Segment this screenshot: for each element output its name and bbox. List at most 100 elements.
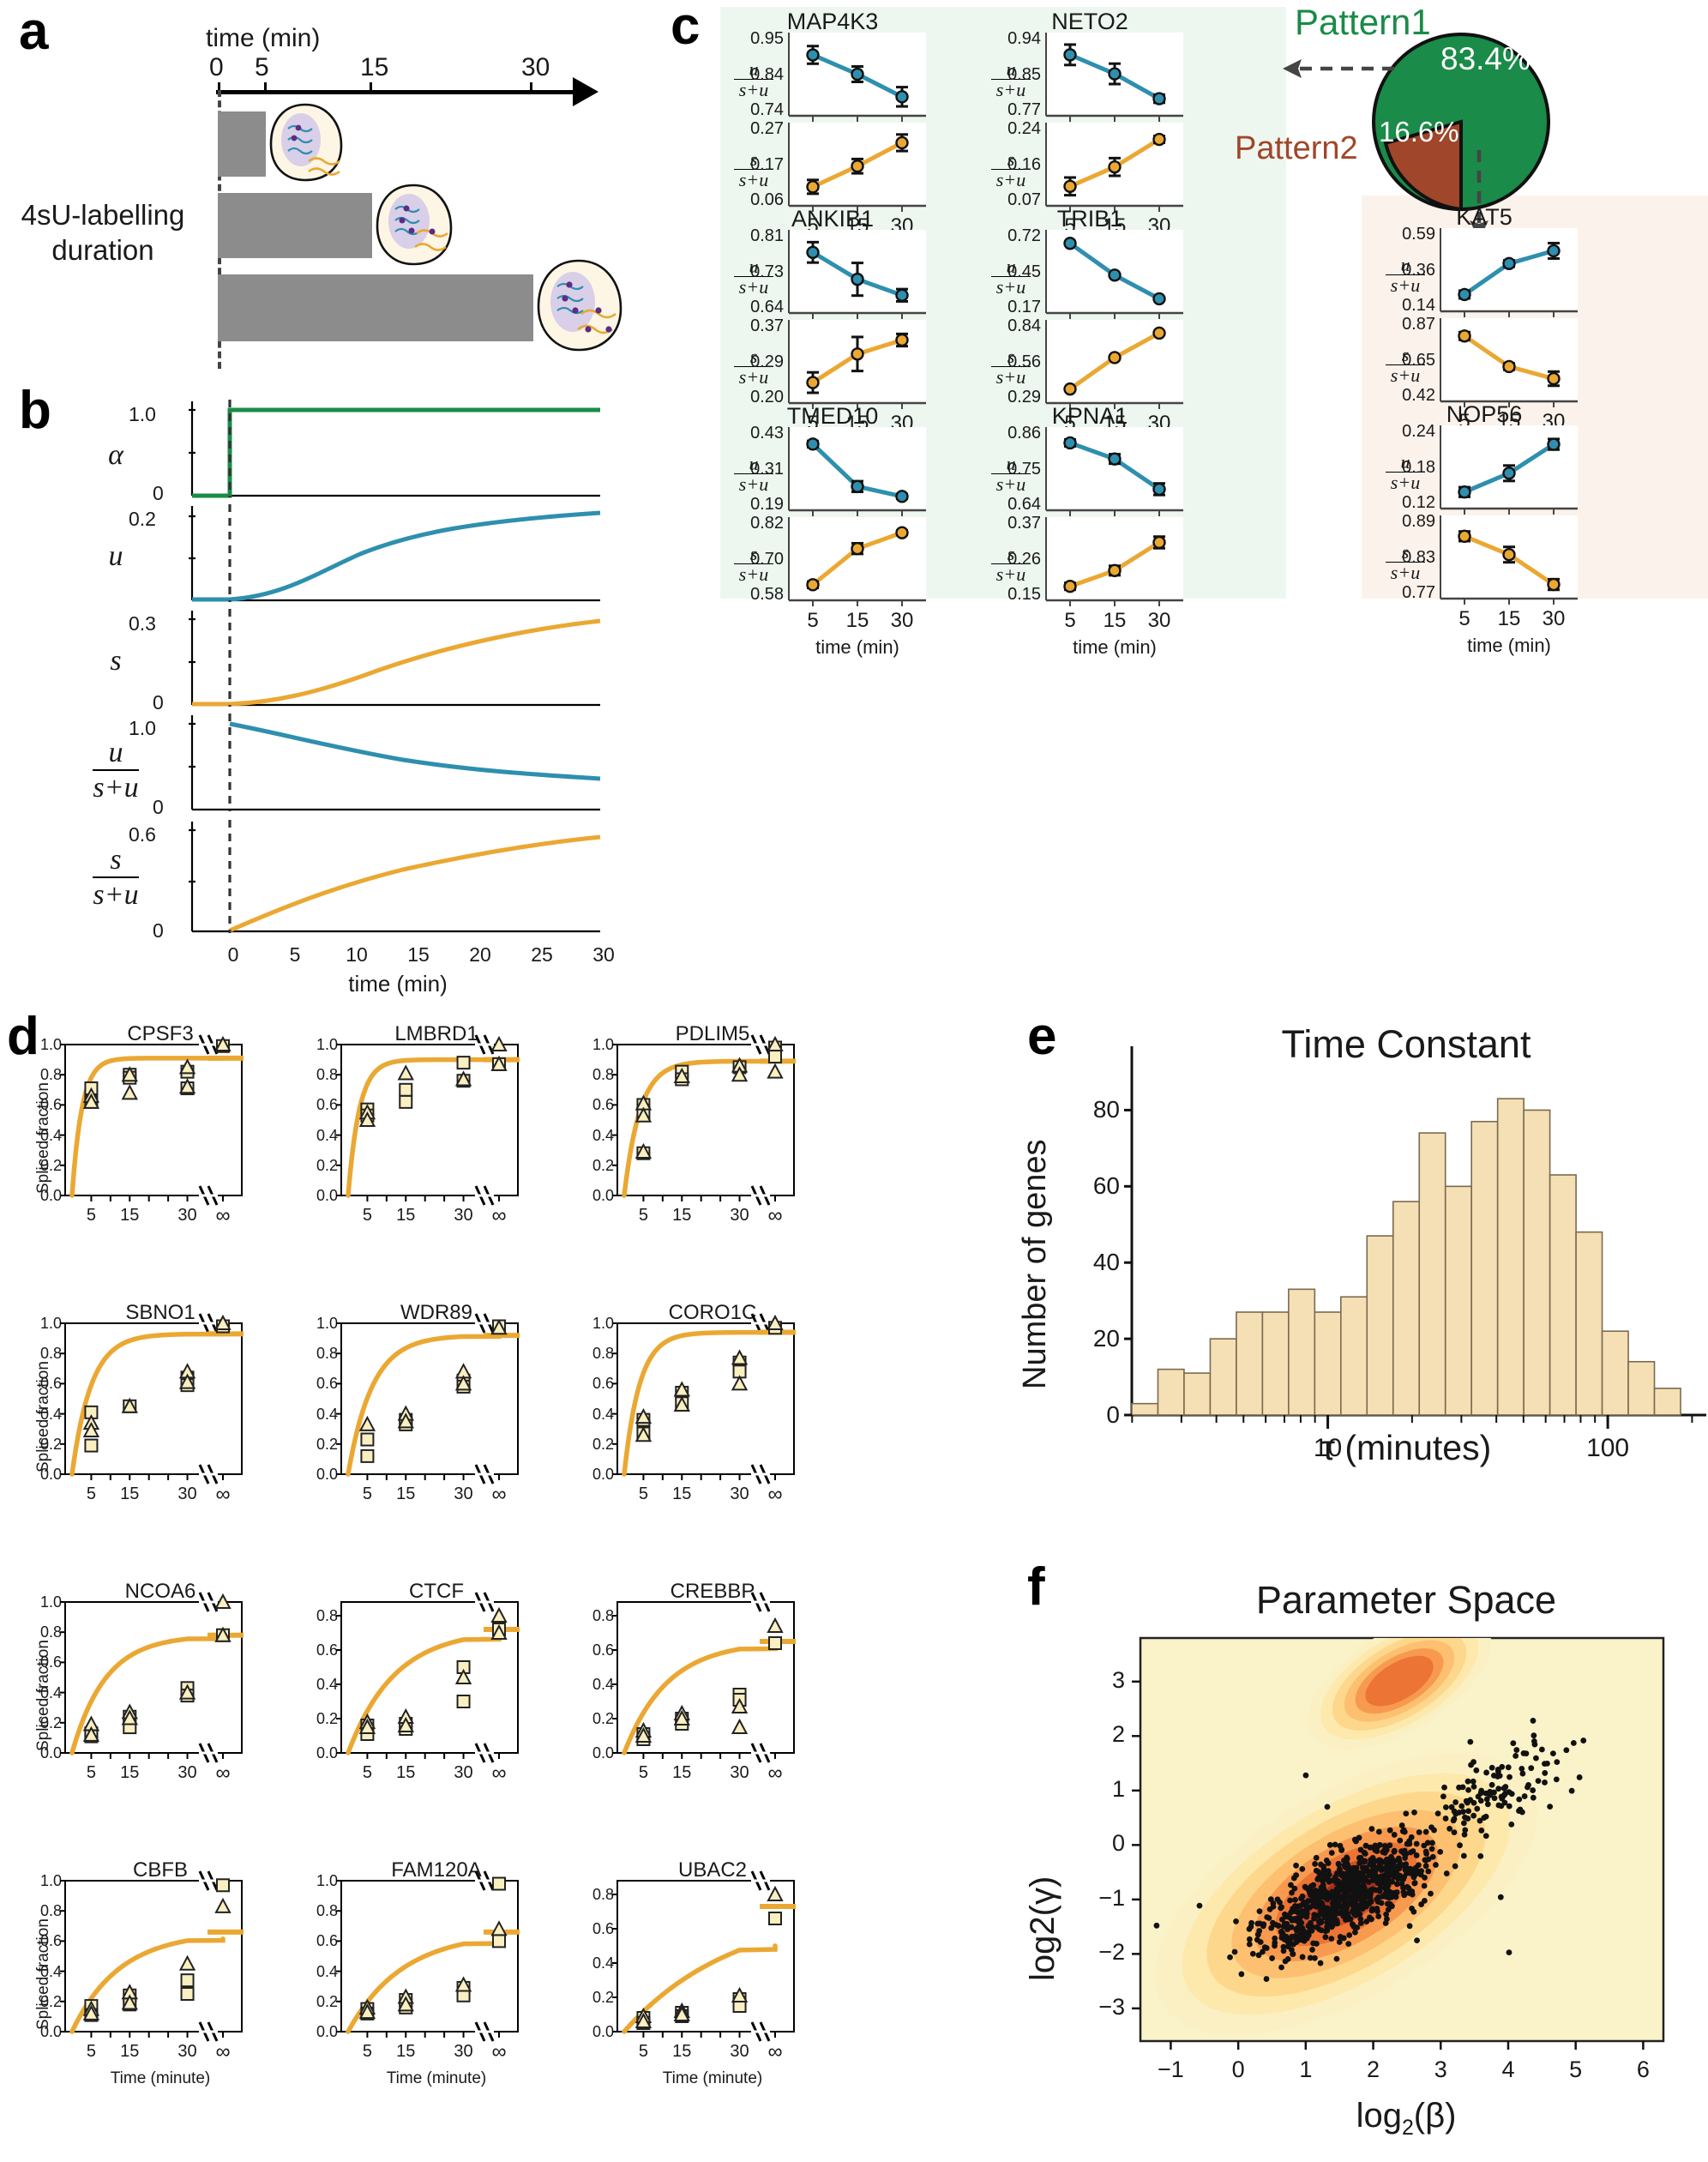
panel-e-ytick: 0 <box>1106 1401 1120 1428</box>
panel-d-xtick-infinity: ∞ <box>215 2040 231 2063</box>
panel-d-xtick: 15 <box>396 1763 416 1782</box>
panel-c-ytick: 0.37 <box>1007 514 1041 533</box>
panel-c-plot-NETO2-s <box>1045 123 1183 212</box>
panel-b-xtick-20: 20 <box>469 943 491 966</box>
panel-c-plot-TMED10-u <box>788 427 926 516</box>
panel-c-ytick: 0.64 <box>1007 495 1041 514</box>
panel-b-xtick-15: 15 <box>407 943 430 966</box>
panel-b-frac-num: s <box>110 844 122 876</box>
panel-c-ytick: 0.24 <box>1007 119 1041 138</box>
panel-c-ytick: 0.42 <box>1402 386 1435 405</box>
panel-c-ytick: 0.59 <box>1402 225 1435 244</box>
panel-c-ytick: 0.56 <box>1007 352 1041 371</box>
panel-d-ytick: 1.0 <box>39 1036 62 1053</box>
panel-a-letter: a <box>19 2 49 61</box>
panel-c-ytick: 0.12 <box>1402 493 1435 512</box>
panel-b-chart-ratio-s <box>189 820 601 933</box>
panel-c-plot-KPNA1-u <box>1045 427 1183 516</box>
panel-c-plot-ANKIB1-s <box>788 320 926 409</box>
panel-c-axis-label-u: u s+u <box>991 256 1031 297</box>
panel-b-frac-den: s+u <box>93 768 139 804</box>
panel-d-ytick: 0.4 <box>316 1676 338 1693</box>
panel-c-axis-label-s: s s+u <box>734 148 773 190</box>
panel-a-axis-arrow-icon <box>573 77 598 106</box>
panel-d-ytick: 0.6 <box>316 1375 338 1393</box>
panel-f-letter: f <box>1027 1557 1045 1617</box>
panel-d-plot-CPSF3 <box>60 1034 244 1206</box>
panel-c-ytick: 0.70 <box>750 549 784 569</box>
panel-d-plot-CBFB <box>60 1870 244 2042</box>
panel-d-ytick: 0.2 <box>592 1710 614 1727</box>
panel-d-cell-PDLIM5: PDLIM5β = 10.46γ = 0.90τ = 0.211.00.80.6… <box>592 1022 832 1280</box>
panel-d-ytick: 0.0 <box>316 2023 338 2040</box>
panel-c-plot-KAT5-u <box>1440 228 1578 317</box>
panel-c-gene-title: NETO2 <box>1051 9 1128 34</box>
panel-d-cell-UBAC2: UBAC2β = 0.80γ = 0.24τ = 2.240.80.60.40.… <box>592 1858 832 2116</box>
panel-d-ytick: 0.4 <box>316 1405 338 1423</box>
panel-d-cell-NCOA6: NCOA6β = 3.02γ = 0.90τ = 0.59Spliced fra… <box>34 1580 280 1837</box>
panel-a-tick-30: 30 <box>521 53 550 81</box>
panel-d-ytick: 0.0 <box>592 1466 614 1483</box>
panel-c-ytick: 0.16 <box>1007 154 1041 174</box>
panel-b-label-u-over-su: u s+u <box>51 737 180 804</box>
panel-c-ytick: 0.81 <box>750 226 784 245</box>
panel-c-xtick: 30 <box>1542 607 1566 630</box>
panel-d-ytick: 0.0 <box>39 2023 62 2040</box>
panel-d-xtick: 15 <box>672 1206 692 1225</box>
panel-c-axis-label-u: u s+u <box>734 256 773 297</box>
panel-c-ytick: 0.20 <box>750 388 784 407</box>
panel-d-ytick: 0.4 <box>592 1676 614 1693</box>
panel-d-ytick: 0.6 <box>316 1096 338 1114</box>
panel-d-ytick: 0.8 <box>316 1902 338 1920</box>
panel-b-xtick-0: 0 <box>227 943 239 966</box>
panel-c-plot-ANKIB1-u <box>788 230 926 319</box>
panel-c-plot-NOP56-s <box>1440 515 1578 605</box>
panel-d-ytick: 0.2 <box>316 1992 338 2010</box>
panel-c-ytick: 0.64 <box>750 298 784 316</box>
panel-c-ytick: 0.37 <box>750 316 784 335</box>
panel-d-ytick: 0.6 <box>316 1641 338 1659</box>
panel-b-ybot-s: 0 <box>153 691 164 714</box>
panel-f-xtick: 1 <box>1299 2057 1313 2082</box>
panel-c-axis-label-u: u s+u <box>991 453 1031 494</box>
panel-d-xtick: 30 <box>730 1206 749 1225</box>
panel-c-plot-KAT5-s <box>1440 318 1578 407</box>
panel-e-xtick: 10 <box>1313 1434 1343 1462</box>
panel-b-label-s: s <box>110 645 122 677</box>
panel-d-xtick: 5 <box>86 1206 96 1225</box>
panel-c-pattern2-label: Pattern2 <box>1235 130 1358 166</box>
panel-d-xtick: 15 <box>396 2042 416 2061</box>
panel-d-ytick: 0.4 <box>592 1954 614 1972</box>
panel-b-label-u: u <box>108 540 123 572</box>
panel-c-gene-title: ANKIB1 <box>791 206 875 232</box>
panel-e-ytick: 80 <box>1092 1096 1120 1123</box>
panel-c-ytick: 0.45 <box>1007 262 1041 281</box>
panel-c-ytick: 0.85 <box>1007 64 1041 84</box>
panel-d-xtick: 5 <box>638 1206 648 1225</box>
panel-d-xtick: 30 <box>454 2042 473 2061</box>
panel-d-xaxis-title: Time (minute) <box>110 2069 211 2087</box>
panel-d-ytick: 0.8 <box>39 1345 62 1363</box>
panel-d-ytick: 0.6 <box>316 1932 338 1950</box>
panel-d-xtick: 5 <box>362 1206 372 1225</box>
panel-d-ytick: 0.8 <box>316 1066 338 1084</box>
panel-d-xtick: 5 <box>86 1484 96 1503</box>
panel-d-xtick-infinity: ∞ <box>215 1762 231 1785</box>
panel-b-frac-den: s+u <box>93 876 139 912</box>
panel-e-histogram-svg <box>1124 1046 1706 1429</box>
panel-d-ytick: 0.0 <box>316 1187 338 1204</box>
panel-a-time-axis <box>216 90 576 94</box>
panel-c-arrow-to-pattern1-icon <box>1283 59 1394 78</box>
panel-c-xtick: 30 <box>890 609 914 632</box>
panel-c-xtick: 5 <box>1064 609 1076 632</box>
panel-d-ytick: 1.0 <box>592 1315 614 1332</box>
panel-d-ytick: 0.4 <box>592 1126 614 1144</box>
panel-d-plot-UBAC2 <box>612 1870 796 2042</box>
panel-d-ytick: 0.2 <box>592 1989 614 2006</box>
panel-d-ytick: 0.8 <box>39 1902 62 1920</box>
panel-a-bar-30min <box>218 274 533 341</box>
panel-c-xaxis-title: time (min) <box>1073 636 1157 658</box>
panel-c-gene-title: KAT5 <box>1456 204 1513 230</box>
panel-d-gene-title: CORO1C <box>668 1301 757 1324</box>
panel-a-bar-5min <box>218 111 266 177</box>
